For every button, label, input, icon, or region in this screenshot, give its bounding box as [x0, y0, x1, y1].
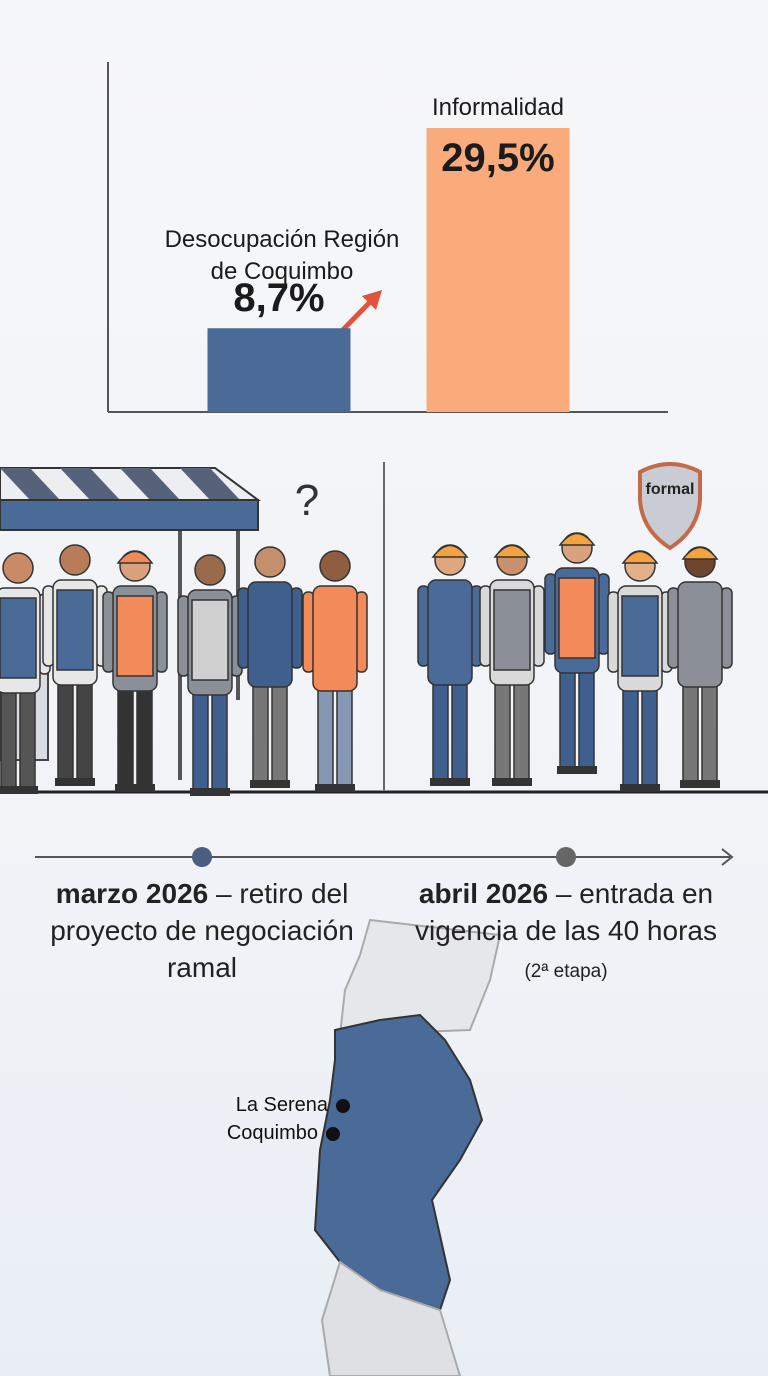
head: [254, 546, 286, 578]
torso: [677, 581, 723, 688]
person: [102, 550, 168, 792]
shoe: [250, 780, 290, 788]
person: [237, 546, 303, 788]
person: [607, 550, 673, 792]
torso: [247, 581, 293, 688]
person: [0, 552, 51, 794]
event-text: – entrada en vigencia de las 40 horas: [415, 878, 717, 946]
helmet: [431, 544, 469, 558]
leg: [559, 667, 576, 769]
leg: [682, 681, 699, 783]
value-label: 29,5%: [441, 136, 555, 180]
event-note: (2ª etapa): [524, 961, 608, 982]
shield: [638, 462, 702, 551]
leg: [252, 681, 269, 783]
leg: [0, 687, 17, 789]
leg: [19, 687, 36, 789]
leg: [136, 685, 153, 787]
event-text: – retiro del proyecto de negociación ram…: [50, 878, 354, 983]
torso: [427, 579, 473, 686]
bar: [426, 128, 570, 412]
event-date: abril 2026: [418, 878, 549, 909]
place-label: Coquimbo: [226, 1122, 318, 1144]
shoe: [190, 788, 230, 796]
timeline-dot: [556, 847, 576, 867]
event-date: marzo 2026: [55, 878, 209, 909]
timeline-dot: [192, 847, 212, 867]
helmet: [116, 550, 154, 564]
leg: [57, 679, 74, 781]
map: [313, 918, 502, 1376]
leg: [701, 681, 718, 783]
shoe: [55, 778, 95, 786]
category-label: Desocupación Región de Coquimbo: [164, 226, 400, 286]
shoe: [492, 778, 532, 786]
helmet: [493, 544, 531, 558]
helmet: [558, 532, 596, 546]
shoe: [315, 784, 355, 792]
question-mark: ?: [295, 476, 319, 525]
head: [194, 554, 226, 586]
person: [479, 544, 545, 786]
badge-text: formal: [646, 481, 695, 498]
shoe: [115, 784, 155, 792]
leg: [192, 689, 209, 791]
person: [544, 532, 610, 774]
category-label: Informalidad: [431, 94, 565, 121]
leg: [211, 689, 228, 791]
vest: [558, 577, 596, 659]
shoe: [680, 780, 720, 788]
timeline-event: abril 2026 – entrada en vigencia de las …: [406, 875, 726, 990]
person: [417, 544, 483, 786]
torso: [312, 585, 358, 692]
vest: [493, 589, 531, 671]
helmet: [621, 550, 659, 564]
trend-arrow-head: [362, 290, 382, 310]
leg: [336, 685, 353, 787]
place-label: La Serena: [235, 1094, 328, 1116]
timeline-event: marzo 2026 – retiro del proyecto de nego…: [42, 875, 362, 986]
leg: [432, 679, 449, 781]
head: [2, 552, 34, 584]
value-label: 8,7%: [233, 276, 325, 321]
leg: [578, 667, 595, 769]
leg: [622, 685, 639, 787]
person: [42, 544, 108, 786]
timeline-arrow: [721, 848, 734, 866]
bar: [207, 328, 351, 412]
vest: [116, 595, 154, 677]
shoe: [0, 786, 38, 794]
shoe: [557, 766, 597, 774]
leg: [494, 679, 511, 781]
leg: [317, 685, 334, 787]
head: [319, 550, 351, 582]
shoe: [620, 784, 660, 792]
vest: [621, 595, 659, 677]
leg: [271, 681, 288, 783]
leg: [513, 679, 530, 781]
leg: [641, 685, 658, 787]
leg: [76, 679, 93, 781]
vest: [0, 597, 37, 679]
person: [177, 554, 243, 796]
person: [667, 546, 733, 788]
leg: [451, 679, 468, 781]
shoe: [430, 778, 470, 786]
head: [59, 544, 91, 576]
leg: [117, 685, 134, 787]
person: [302, 550, 368, 792]
vest: [191, 599, 229, 681]
vest: [56, 589, 94, 671]
helmet: [681, 546, 719, 560]
